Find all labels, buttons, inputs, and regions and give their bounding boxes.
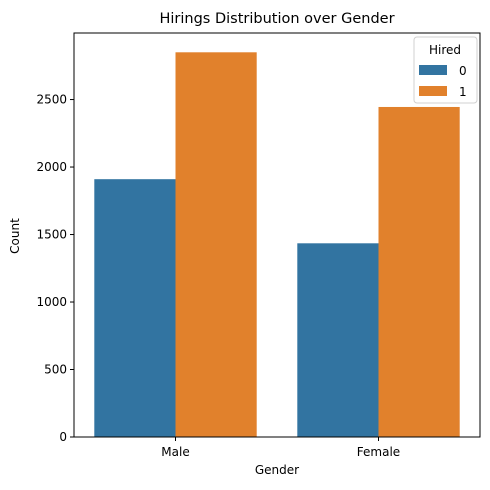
bar-female-hired-0 <box>297 243 379 437</box>
legend-swatch-1 <box>419 86 447 96</box>
bar-male-hired-1 <box>175 52 257 438</box>
chart-title: Hirings Distribution over Gender <box>159 11 394 27</box>
axes-layer: Male Female 0 500 1000 1500 2000 2500 <box>36 32 481 459</box>
bars-layer <box>94 52 460 438</box>
y-tick-label: 1500 <box>36 228 67 242</box>
x-axis-label: Gender <box>255 463 299 477</box>
legend-label-1: 1 <box>459 85 467 99</box>
x-tick-label: Female <box>357 445 400 459</box>
bar-female-hired-1 <box>378 106 460 437</box>
bar-male-hired-0 <box>94 179 176 437</box>
legend-swatch-0 <box>419 65 447 75</box>
y-tick-label: 2000 <box>36 160 67 174</box>
y-tick-label: 2500 <box>36 93 67 107</box>
legend-label-0: 0 <box>459 64 467 78</box>
y-tick-label: 500 <box>44 363 67 377</box>
y-tick-label: 1000 <box>36 295 67 309</box>
x-tick-label: Male <box>161 445 189 459</box>
y-axis-label: Count <box>8 218 22 254</box>
legend-title: Hired <box>429 43 461 57</box>
legend: Hired 0 1 <box>413 36 478 104</box>
plot-frame <box>73 32 481 438</box>
y-tick-label: 0 <box>59 430 67 444</box>
